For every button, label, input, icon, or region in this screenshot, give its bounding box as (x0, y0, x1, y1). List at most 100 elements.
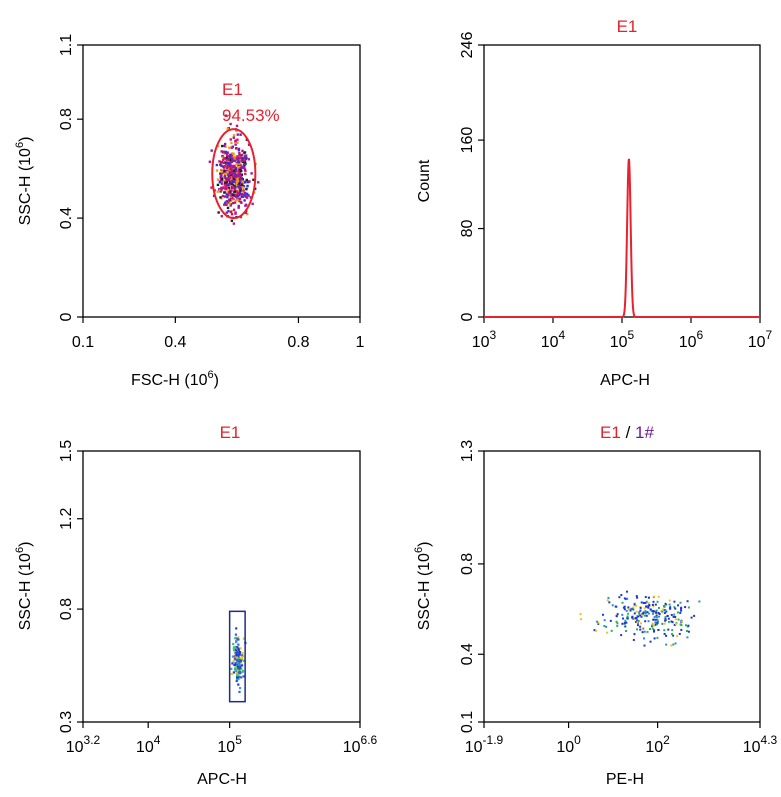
event-dot (235, 675, 239, 678)
event-dot (225, 184, 228, 187)
event-dot (616, 622, 619, 625)
event-dot (233, 184, 236, 187)
event-dot (652, 610, 655, 613)
event-dot (245, 156, 248, 160)
event-dot (219, 160, 223, 164)
event-dot (240, 676, 243, 679)
event-dot (238, 670, 241, 674)
event-dot (676, 635, 679, 638)
event-dot (608, 601, 611, 604)
event-dot (229, 204, 232, 207)
event-dot (222, 150, 226, 153)
event-dot (234, 173, 237, 177)
event-dot (633, 603, 636, 606)
event-dot (232, 201, 235, 205)
event-dot (220, 170, 223, 173)
event-dot (243, 168, 247, 171)
event-dot (654, 623, 657, 626)
event-dot (646, 605, 649, 608)
rectangle-gate[interactable] (228, 610, 246, 703)
panel-4-x-tick-label-1: 100 (556, 733, 581, 756)
event-dot (236, 646, 239, 649)
gate-e1-ellipse[interactable] (211, 128, 257, 220)
panel-1-y-tick-label-1: 0.4 (58, 207, 75, 229)
event-dot (235, 124, 239, 128)
event-dot (236, 661, 239, 665)
event-dot (244, 172, 247, 176)
event-dot (687, 606, 690, 609)
event-dot (657, 620, 660, 623)
event-dot (237, 667, 240, 670)
event-dot (624, 619, 627, 622)
event-dot (664, 618, 667, 621)
event-dot (239, 156, 242, 160)
event-dot (668, 603, 671, 606)
event-dot (644, 620, 647, 623)
event-dot (663, 632, 666, 635)
event-dot (239, 181, 242, 184)
event-dot (644, 596, 647, 599)
event-dot (218, 180, 222, 183)
event-dot (235, 679, 238, 683)
event-dot (655, 612, 658, 615)
event-dot (661, 610, 664, 613)
event-dot (625, 609, 628, 612)
event-dot (246, 212, 249, 216)
event-dot (654, 603, 657, 606)
event-dot (641, 614, 644, 617)
event-dot (609, 619, 612, 622)
panel-4-ticks: 10-1.9 100 102 104.3 0.1 0.4 0.8 1.3 (459, 440, 778, 756)
event-dot (230, 667, 233, 670)
event-dot (675, 622, 678, 625)
event-dot (690, 616, 693, 619)
event-dot (242, 186, 245, 189)
event-dot (649, 627, 652, 630)
event-dot (643, 614, 646, 617)
event-dot (236, 192, 240, 195)
event-dot (631, 607, 634, 610)
event-dot (655, 621, 658, 624)
event-dot (234, 199, 237, 202)
event-dot (229, 161, 233, 164)
event-dot (639, 625, 642, 628)
event-dot (223, 174, 227, 177)
event-dot (633, 633, 636, 636)
event-dot (625, 590, 628, 593)
event-dot (664, 602, 667, 605)
event-dot (239, 672, 242, 675)
event-dot (665, 634, 668, 637)
event-dot (235, 183, 238, 187)
event-dot (645, 605, 648, 608)
event-dot (652, 600, 655, 603)
event-dot (225, 166, 229, 170)
event-dot (220, 173, 223, 176)
event-dot (236, 674, 239, 677)
event-dot (665, 610, 668, 613)
event-dot (620, 634, 623, 637)
event-dot (226, 183, 230, 187)
event-dot (235, 652, 238, 655)
event-dot (215, 163, 219, 167)
event-dot (250, 172, 253, 175)
event-dot (663, 629, 666, 632)
event-dot (225, 181, 229, 184)
event-dot (226, 171, 229, 174)
event-dot (242, 185, 246, 188)
event-dot (233, 185, 236, 189)
event-dot (235, 640, 238, 644)
event-dot (647, 602, 650, 605)
event-dot (234, 139, 237, 142)
event-dot (684, 624, 687, 627)
event-dot (670, 644, 673, 647)
event-dot (237, 678, 240, 681)
panel-2-x-tick-label-2: 105 (610, 328, 635, 351)
event-dot (633, 612, 636, 615)
event-dot (639, 622, 642, 625)
event-dot (229, 174, 233, 177)
event-dot (237, 156, 240, 160)
event-dot (656, 618, 659, 621)
event-dot (216, 178, 220, 181)
event-dot (232, 671, 236, 674)
panel-1-ticks: 0.1 0.4 0.8 1 0 0.4 0.8 1.1 (58, 34, 365, 351)
